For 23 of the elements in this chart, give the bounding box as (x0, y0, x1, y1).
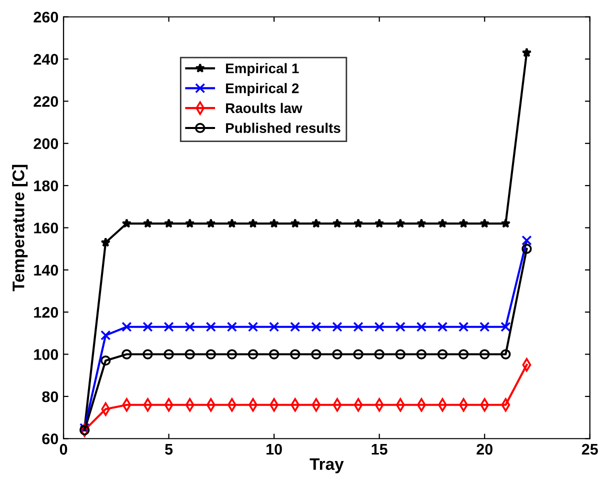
x-tick-label: 5 (165, 444, 173, 455)
y-tick-label: 220 (34, 96, 58, 107)
y-tick-label: 160 (34, 222, 58, 234)
x-tick-label: 25 (582, 444, 598, 455)
y-tick-label: 180 (34, 180, 58, 192)
x-tick-label: 15 (372, 444, 388, 455)
y-tick-label: 140 (34, 264, 58, 276)
x-tick-label: 10 (266, 444, 282, 455)
y-tick-label: 60 (42, 433, 58, 444)
y-tick-label: 240 (34, 54, 58, 65)
y-tick-label: 100 (34, 349, 58, 360)
y-tick-label: 80 (42, 391, 58, 402)
legend-label: Empirical 1 (226, 63, 299, 76)
legend-label: Published results (226, 122, 340, 133)
y-axis-title: Temperature [C] (12, 164, 28, 292)
y-tick-label: 260 (34, 12, 58, 23)
x-tick-label: 0 (60, 444, 68, 455)
legend-label: Raoults law (226, 102, 302, 114)
y-tick-label: 200 (34, 138, 58, 150)
x-tick-label: 20 (476, 444, 492, 455)
x-axis-title: Tray (310, 458, 344, 474)
y-tick-label: 120 (34, 306, 58, 318)
legend-label: Empirical 2 (226, 83, 299, 96)
